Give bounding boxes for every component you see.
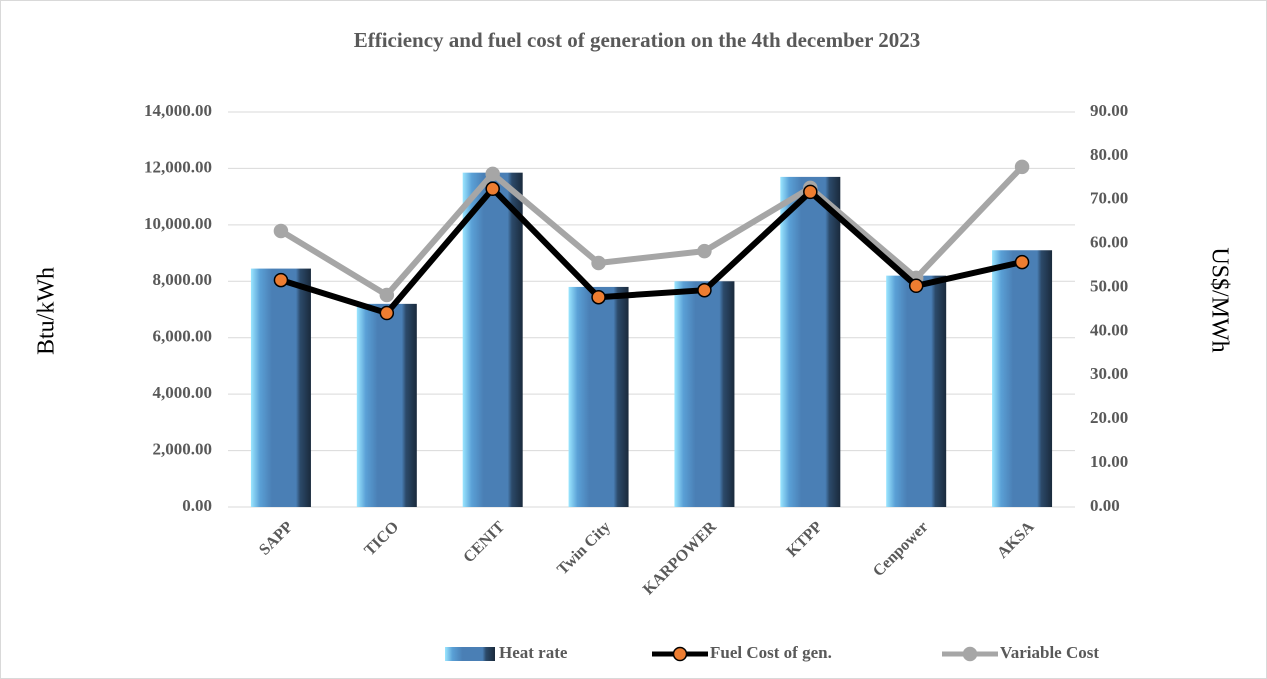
legend-label: Fuel Cost of gen. [710,643,832,662]
y2-tick-label: 50.00 [1090,276,1128,295]
legend-marker [672,646,688,662]
bar [462,172,523,508]
legend-swatch [445,647,495,661]
legend-label: Heat rate [499,643,568,662]
bar [568,286,629,507]
marker [379,305,395,321]
bar [356,303,417,507]
y2-tick-label: 10.00 [1090,452,1128,471]
marker [803,184,818,200]
line [279,164,1025,299]
bar [780,176,841,507]
marker [697,282,712,298]
marker [379,287,395,303]
line [280,185,1023,317]
y-tick-label: 8,000.00 [153,270,213,289]
y2-tick-label: 80.00 [1090,145,1128,164]
y-tick-label: 4,000.00 [153,383,213,402]
y2-tick-label: 40.00 [1090,320,1128,339]
y2-axis-title: US$/MWh [1206,247,1232,352]
bar [674,281,735,507]
marker [1014,159,1030,175]
y-tick-label: 14,000.00 [144,101,212,120]
bar [886,275,947,507]
y-axis-title: Btu/kWh [34,267,60,355]
y-tick-label: 0.00 [182,496,212,515]
marker [1014,254,1030,270]
marker [591,289,606,305]
marker [697,243,712,259]
marker [485,166,500,182]
y2-tick-label: 60.00 [1090,233,1128,252]
y-tick-label: 6,000.00 [153,327,213,346]
y2-tick-label: 0.00 [1090,496,1120,515]
bar [250,268,311,507]
legend-label: Variable Cost [1000,643,1099,662]
marker [273,223,289,239]
marker [591,255,606,271]
y2-tick-label: 70.00 [1090,189,1128,208]
legend-marker [962,646,978,662]
y-tick-label: 10,000.00 [144,214,212,233]
y-tick-label: 2,000.00 [153,439,213,458]
chart-title: Efficiency and fuel cost of generation o… [354,28,921,52]
y2-tick-label: 30.00 [1090,364,1128,383]
marker [273,272,289,288]
y2-tick-label: 90.00 [1090,101,1128,120]
bar [992,250,1053,507]
y-tick-label: 12,000.00 [144,157,212,176]
marker [908,278,924,294]
y2-tick-label: 20.00 [1090,408,1128,427]
marker [485,181,500,197]
